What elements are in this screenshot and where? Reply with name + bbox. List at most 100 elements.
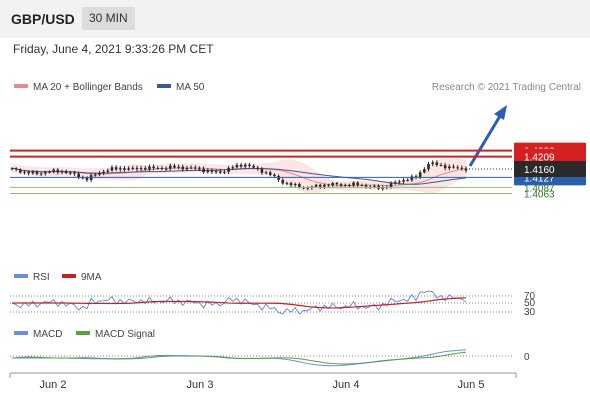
candle-body bbox=[35, 171, 39, 174]
candle-body bbox=[168, 165, 172, 169]
candle-body bbox=[152, 166, 155, 169]
x-tick-jun2: Jun 2 bbox=[40, 379, 67, 391]
macd-legend-label: MACD bbox=[33, 329, 62, 340]
rsi-ma-legend-label: 9MA bbox=[81, 272, 102, 283]
candle-body bbox=[52, 169, 55, 172]
candle-body bbox=[31, 171, 35, 174]
candle-body bbox=[423, 169, 426, 173]
candle-body bbox=[44, 172, 47, 174]
x-tick-jun4: Jun 4 bbox=[333, 379, 360, 391]
candle-body bbox=[39, 173, 43, 175]
ma20-legend-swatch bbox=[14, 84, 28, 88]
x-tick-jun5: Jun 5 bbox=[458, 379, 485, 391]
top-bar: GBP/USD 30 MIN bbox=[0, 0, 590, 38]
candle-body bbox=[206, 170, 210, 173]
rsi-ma-legend-swatch bbox=[62, 274, 76, 278]
timeframe-button[interactable]: 30 MIN bbox=[82, 7, 135, 30]
candle-body bbox=[185, 168, 189, 170]
ma50-line bbox=[11, 167, 467, 185]
candle-body bbox=[177, 166, 180, 168]
candle-body bbox=[427, 163, 430, 170]
candle-body bbox=[277, 175, 280, 180]
chart-datetime: Friday, June 4, 2021 9:33:26 PM CET bbox=[13, 42, 214, 56]
credit-text: Research © 2021 Trading Central bbox=[432, 82, 581, 93]
candle-body bbox=[256, 167, 260, 169]
candle-body bbox=[464, 168, 468, 171]
candle-body bbox=[448, 166, 451, 169]
candle-body bbox=[77, 173, 80, 178]
candle-body bbox=[118, 168, 122, 170]
candle-body bbox=[131, 167, 135, 169]
candle-body bbox=[343, 184, 347, 186]
candle-body bbox=[456, 167, 459, 169]
candle-body bbox=[143, 168, 147, 170]
bollinger-band bbox=[12, 158, 466, 194]
candle-body bbox=[85, 178, 89, 181]
candle-body bbox=[306, 187, 310, 189]
candle-body bbox=[218, 171, 222, 173]
candle-body bbox=[81, 177, 85, 179]
candle-body bbox=[23, 171, 26, 173]
candle-body bbox=[243, 164, 247, 167]
forecast-arrow-shaft bbox=[468, 115, 502, 167]
rsi-legend-label: RSI bbox=[33, 272, 50, 283]
candle-body bbox=[110, 167, 114, 171]
candle-body bbox=[248, 164, 251, 166]
macd-signal-legend-label: MACD Signal bbox=[95, 329, 155, 340]
candle-body bbox=[102, 171, 105, 174]
candle-body bbox=[60, 171, 64, 173]
candle-body bbox=[339, 184, 343, 186]
candle-body bbox=[431, 162, 434, 164]
candle-body bbox=[223, 171, 226, 173]
rsi-ma-line bbox=[12, 297, 467, 309]
candle-body bbox=[123, 168, 126, 170]
current-price-label-box bbox=[514, 161, 586, 177]
candle-body bbox=[439, 165, 443, 167]
candle-body bbox=[239, 164, 243, 167]
macd-zero-label: 0 bbox=[524, 352, 530, 363]
macd-signal-legend-swatch bbox=[76, 331, 90, 335]
candle-body bbox=[260, 168, 264, 173]
candle-body bbox=[356, 182, 360, 186]
candle-body bbox=[289, 183, 293, 186]
candle-body bbox=[173, 165, 176, 168]
candle-body bbox=[127, 168, 130, 170]
candle-body bbox=[214, 171, 218, 173]
rsi-level-30: 30 bbox=[524, 307, 536, 318]
candle-body bbox=[331, 183, 335, 186]
candle-body bbox=[252, 165, 255, 168]
candle-body bbox=[273, 174, 276, 176]
ma50-legend-swatch bbox=[157, 84, 171, 88]
candle-body bbox=[348, 184, 351, 186]
candle-body bbox=[410, 176, 414, 181]
macd-legend-swatch bbox=[14, 331, 28, 335]
candle-body bbox=[193, 167, 197, 169]
candle-body bbox=[360, 185, 364, 187]
candle-body bbox=[135, 167, 139, 170]
candle-body bbox=[285, 183, 289, 185]
symbol-title: GBP/USD bbox=[11, 11, 75, 27]
candle-body bbox=[268, 172, 272, 175]
candle-body bbox=[352, 182, 355, 186]
candle-body bbox=[202, 168, 205, 173]
candle-body bbox=[435, 162, 439, 166]
candle-body bbox=[293, 183, 297, 186]
level-label-1.4063: 1.4063 bbox=[524, 189, 555, 200]
price-panel bbox=[10, 105, 507, 194]
candle-body bbox=[106, 170, 110, 172]
candle-body bbox=[314, 184, 318, 187]
candle-body bbox=[10, 168, 14, 170]
candle-body bbox=[210, 170, 214, 172]
candle-body bbox=[73, 172, 76, 174]
candle-body bbox=[148, 166, 151, 170]
candle-body bbox=[198, 168, 201, 170]
rsi-level-70: 70 bbox=[524, 291, 536, 302]
forecast-arrow-head bbox=[494, 105, 507, 120]
candle-body bbox=[393, 182, 397, 184]
candle-body bbox=[335, 183, 339, 185]
candle-body bbox=[452, 166, 455, 168]
candle-body bbox=[160, 168, 164, 170]
level-label-1.4209-box bbox=[514, 148, 586, 165]
